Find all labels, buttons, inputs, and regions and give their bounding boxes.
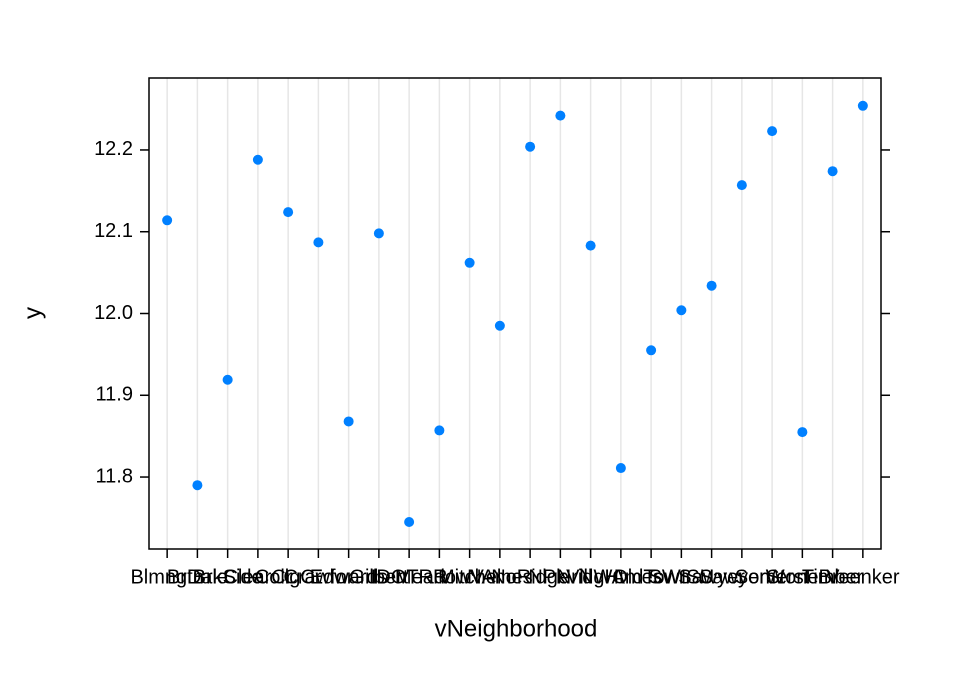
x-tick-label: NWAmes bbox=[579, 566, 663, 588]
point bbox=[494, 320, 505, 331]
y-tick-label: 12.0 bbox=[94, 302, 133, 324]
x-tick-label: MeadowV bbox=[395, 566, 485, 588]
point bbox=[525, 141, 536, 152]
x-tick-label: NoRidge bbox=[491, 566, 569, 588]
point bbox=[404, 517, 415, 528]
point bbox=[373, 228, 384, 239]
point bbox=[585, 240, 596, 251]
y-tick-label: 12.2 bbox=[94, 138, 133, 160]
x-axis-title: vNeighborhood bbox=[435, 615, 598, 642]
point bbox=[857, 100, 868, 111]
x-tick-label: Edwards bbox=[310, 566, 388, 588]
point bbox=[736, 180, 747, 191]
y-tick-label: 11.9 bbox=[96, 384, 133, 406]
x-tick-label: BrkSide bbox=[193, 566, 263, 588]
x-tick-label: Somerst bbox=[735, 566, 810, 588]
point bbox=[706, 280, 717, 291]
x-tick-label: NAmes bbox=[467, 566, 533, 588]
point bbox=[555, 110, 566, 121]
point bbox=[615, 463, 626, 474]
x-tick-label: SWISU bbox=[649, 566, 715, 588]
x-tick-label: Veenker bbox=[826, 566, 900, 588]
x-tick-label: OldTown bbox=[612, 566, 690, 588]
point bbox=[767, 126, 778, 137]
x-tick-label: Sawyer bbox=[678, 566, 745, 588]
x-tick-label: StoneBr bbox=[766, 566, 839, 588]
point bbox=[192, 480, 203, 491]
x-tick-label: NridgHt bbox=[557, 566, 625, 588]
y-axis-title: y bbox=[19, 307, 46, 319]
point bbox=[283, 207, 294, 218]
point bbox=[676, 305, 687, 316]
y-tick-label: 12.1 bbox=[94, 220, 133, 242]
x-tick-label: Crawfor bbox=[283, 566, 353, 588]
point bbox=[646, 345, 657, 356]
y-tick-label: 11.8 bbox=[96, 465, 133, 487]
x-tick-label: IDOTRR bbox=[371, 566, 448, 588]
point bbox=[434, 425, 445, 436]
x-tick-label: Mitchel bbox=[438, 566, 501, 588]
x-tick-label: Blmngtn bbox=[130, 566, 203, 588]
plot-frame bbox=[148, 77, 882, 550]
x-tick-label: CollgCr bbox=[255, 566, 322, 588]
point bbox=[222, 374, 233, 385]
x-tick-label: Timber bbox=[802, 566, 864, 588]
x-tick-label: SawyerW bbox=[699, 566, 785, 588]
point bbox=[464, 257, 475, 268]
x-tick-label: NPkVill bbox=[528, 566, 592, 588]
point bbox=[797, 427, 808, 438]
x-tick-label: Gilbert bbox=[349, 566, 408, 588]
point bbox=[343, 416, 354, 427]
point bbox=[313, 237, 324, 248]
point bbox=[252, 154, 263, 165]
x-tick-label: ClearCr bbox=[223, 566, 292, 588]
point bbox=[827, 166, 838, 177]
x-tick-label: BrDale bbox=[167, 566, 228, 588]
point bbox=[162, 215, 173, 226]
